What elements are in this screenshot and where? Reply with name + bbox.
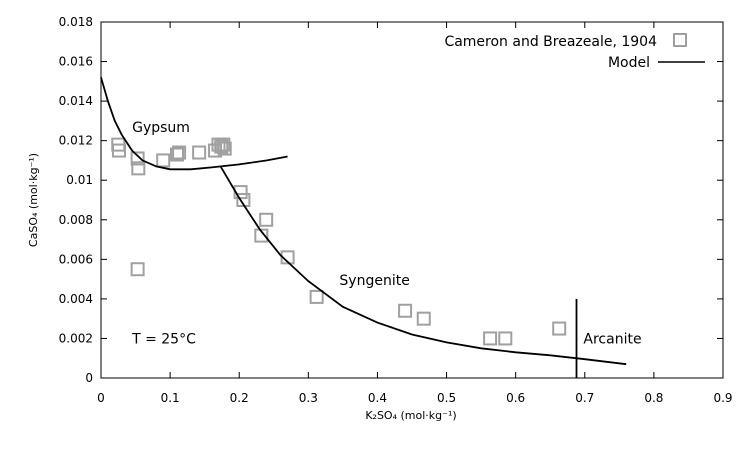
x-axis-title: K₂SO₄ (mol·kg⁻¹) <box>365 409 456 422</box>
data-point <box>552 321 567 336</box>
legend: Cameron and Breazeale, 1904 Model <box>444 33 705 71</box>
data-point <box>214 139 229 154</box>
y-tick-label: 0.004 <box>59 292 93 306</box>
x-tick-label: 0.7 <box>575 391 594 405</box>
data-point <box>483 331 498 346</box>
data-point <box>192 145 207 160</box>
data-point <box>130 262 145 277</box>
y-tick-label: 0.012 <box>59 134 93 148</box>
y-tick-label: 0 <box>85 371 93 385</box>
x-tick-label: 0.4 <box>368 391 387 405</box>
x-tick-label: 0 <box>97 391 105 405</box>
data-point <box>498 331 513 346</box>
y-tick-label: 0.014 <box>59 94 93 108</box>
data-point <box>170 147 185 162</box>
data-point <box>259 212 274 227</box>
y-tick-label: 0.016 <box>59 55 93 69</box>
model-line-syngenite <box>219 165 627 366</box>
x-tick-label: 0.3 <box>299 391 318 405</box>
y-axis-title: CaSO₄ (mol·kg⁻¹) <box>27 153 40 247</box>
data-point <box>233 185 248 200</box>
data-point <box>254 228 269 243</box>
annotation-label: T = 25°C <box>131 331 196 347</box>
x-tick-label: 0.6 <box>506 391 525 405</box>
y-tick-label: 0.018 <box>59 15 93 29</box>
y-tick-label: 0.008 <box>59 213 93 227</box>
x-tick-label: 0.9 <box>713 391 732 405</box>
data-point <box>217 141 232 156</box>
model-line-gypsum <box>100 77 288 171</box>
plot-frame <box>100 21 724 379</box>
annotation-label: Gypsum <box>132 120 190 136</box>
x-tick-label: 0.5 <box>437 391 456 405</box>
data-point <box>156 153 171 168</box>
data-point <box>111 143 126 158</box>
data-point <box>398 303 413 318</box>
data-point <box>216 137 231 152</box>
data-point <box>236 193 251 207</box>
x-tick-label: 0.2 <box>230 391 249 405</box>
data-point <box>172 145 187 160</box>
data-point <box>309 289 324 304</box>
data-point <box>416 311 431 326</box>
axis-ticks: 0 0.1 0.2 0.3 0.4 0.5 0.6 0.7 0.8 0.9 0 0.002 0.004 0… <box>59 15 733 405</box>
x-tick-label: 0.1 <box>161 391 180 405</box>
legend-label-model: Model <box>608 55 650 71</box>
annotation-label: Syngenite <box>339 273 409 289</box>
annotation-label: Arcanite <box>583 331 641 347</box>
model-lines <box>100 77 627 378</box>
y-tick-label: 0.01 <box>66 173 93 187</box>
y-tick-label: 0.002 <box>59 331 93 345</box>
legend-label-data: Cameron and Breazeale, 1904 <box>444 34 657 50</box>
x-tick-label: 0.8 <box>644 391 663 405</box>
data-point <box>131 161 146 176</box>
data-point <box>130 151 145 166</box>
y-tick-label: 0.006 <box>59 252 93 266</box>
annotations: Gypsum Syngenite Arcanite T = 25°C <box>131 120 641 348</box>
legend-marker-data <box>673 33 687 47</box>
